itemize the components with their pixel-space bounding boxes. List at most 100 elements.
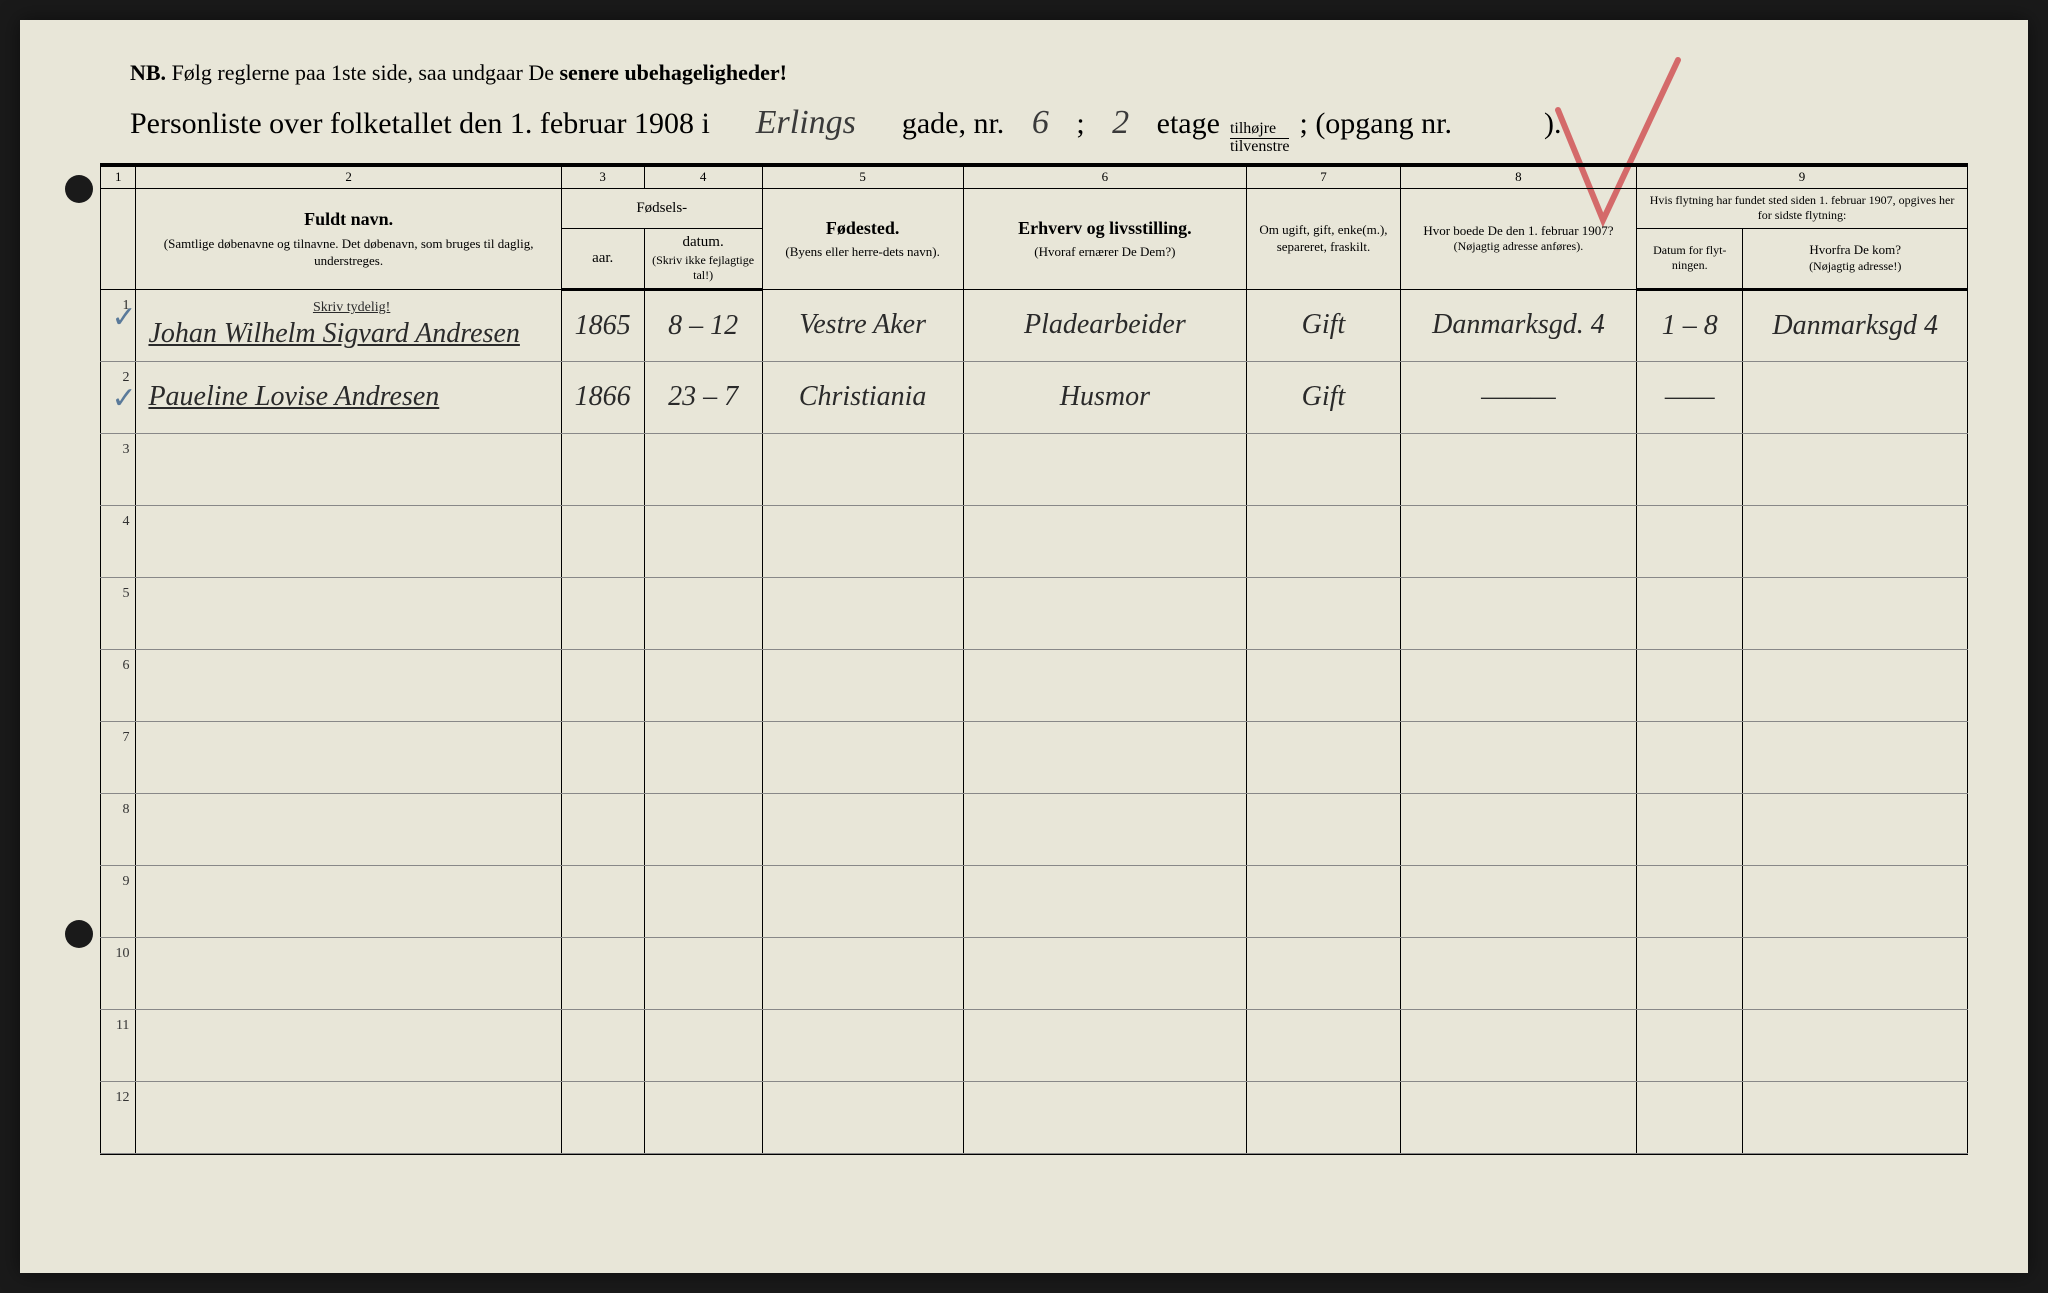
empty-cell — [963, 1009, 1247, 1081]
header-birth-year: aar. — [561, 229, 644, 290]
empty-cell — [561, 793, 644, 865]
colnum-2: 2 — [136, 167, 561, 189]
colnum-3: 3 — [561, 167, 644, 189]
empty-row: 10 — [101, 937, 1968, 1009]
empty-cell — [762, 577, 963, 649]
empty-cell — [1400, 793, 1636, 865]
colnum-9: 9 — [1637, 167, 1968, 189]
empty-cell — [561, 937, 644, 1009]
empty-cell — [762, 1081, 963, 1153]
from-where-cell — [1743, 361, 1968, 433]
empty-cell — [136, 1081, 561, 1153]
header-birthplace: Fødested. (Byens eller herre-dets navn). — [762, 188, 963, 289]
empty-cell — [762, 433, 963, 505]
empty-cell — [1743, 649, 1968, 721]
empty-cell — [1743, 577, 1968, 649]
empty-cell — [1637, 1081, 1743, 1153]
empty-cell — [136, 505, 561, 577]
empty-cell — [644, 1081, 762, 1153]
empty-cell — [1247, 505, 1401, 577]
empty-cell — [762, 937, 963, 1009]
empty-cell — [963, 577, 1247, 649]
empty-cell — [1400, 433, 1636, 505]
empty-cell — [1743, 433, 1968, 505]
birth-year-cell: 1865 — [561, 289, 644, 361]
empty-row: 6 — [101, 649, 1968, 721]
empty-cell — [1743, 505, 1968, 577]
empty-cell — [1637, 577, 1743, 649]
empty-cell — [644, 649, 762, 721]
empty-cell — [561, 1009, 644, 1081]
empty-cell — [1247, 865, 1401, 937]
street-name-value: Erlings — [716, 104, 896, 143]
empty-cell — [1247, 937, 1401, 1009]
empty-cell — [1743, 721, 1968, 793]
colnum-4: 4 — [644, 167, 762, 189]
empty-cell — [644, 937, 762, 1009]
fraction-top: tilhøjre — [1230, 121, 1290, 139]
empty-cell — [136, 865, 561, 937]
empty-cell — [644, 433, 762, 505]
column-number-row: 1 2 3 4 5 6 7 8 9 — [101, 167, 1968, 189]
row-number: 11 — [101, 1009, 136, 1081]
empty-cell — [1743, 1081, 1968, 1153]
empty-cell — [136, 793, 561, 865]
row-number: 12 — [101, 1081, 136, 1153]
header-move-date: Datum for flyt-ningen. — [1637, 229, 1743, 290]
empty-cell — [136, 1009, 561, 1081]
row-number: 3 — [101, 433, 136, 505]
floor-value: 2 — [1091, 104, 1151, 143]
empty-cell — [1637, 793, 1743, 865]
empty-cell — [561, 1081, 644, 1153]
skriv-tydelig-label: Skriv tydelig! — [148, 300, 554, 316]
move-date-cell: 1 – 8 — [1637, 289, 1743, 361]
form-title: Personliste over folketallet den 1. febr… — [100, 104, 1968, 155]
empty-cell — [644, 721, 762, 793]
census-table: 1 2 3 4 5 6 7 8 9 Fuldt navn. (Samtlige … — [100, 166, 1968, 1154]
empty-cell — [762, 793, 963, 865]
header-occupation: Erhverv og livsstilling. (Hvoraf ernærer… — [963, 188, 1247, 289]
empty-row: 12 — [101, 1081, 1968, 1153]
empty-cell — [561, 577, 644, 649]
census-document: NB. Følg reglerne paa 1ste side, saa und… — [20, 20, 2028, 1273]
row-number: 8 — [101, 793, 136, 865]
semicolon: ; — [1076, 107, 1084, 141]
empty-cell — [963, 433, 1247, 505]
nb-notice: NB. Følg reglerne paa 1ste side, saa und… — [100, 60, 1968, 86]
opgang-label: ; (opgang nr. — [1299, 107, 1451, 141]
header-birth-date: datum. (Skriv ikke fejlagtige tal!) — [644, 229, 762, 290]
opgang-value — [1458, 132, 1538, 133]
empty-cell — [1247, 1081, 1401, 1153]
name-cell: ✓Skriv tydelig!Johan Wilhelm Sigvard And… — [136, 289, 561, 361]
empty-cell — [1743, 865, 1968, 937]
check-mark-icon: ✓ — [111, 300, 136, 335]
empty-cell — [1743, 937, 1968, 1009]
header-rownum — [101, 188, 136, 289]
fraction-bottom: tilvenstre — [1230, 139, 1290, 155]
opgang-close: ). — [1544, 107, 1562, 141]
empty-cell — [136, 433, 561, 505]
empty-cell — [1400, 937, 1636, 1009]
colnum-5: 5 — [762, 167, 963, 189]
empty-row: 7 — [101, 721, 1968, 793]
empty-cell — [561, 649, 644, 721]
header-address1907: Hvor boede De den 1. februar 1907? (Nøja… — [1400, 188, 1636, 289]
punch-hole-top — [65, 175, 93, 203]
empty-cell — [963, 865, 1247, 937]
empty-cell — [963, 793, 1247, 865]
name-cell: ✓Paueline Lovise Andresen — [136, 361, 561, 433]
empty-cell — [1247, 577, 1401, 649]
occupation-cell: Husmor — [963, 361, 1247, 433]
birth-year-cell: 1866 — [561, 361, 644, 433]
empty-cell — [963, 937, 1247, 1009]
data-row: 2✓Paueline Lovise Andresen186623 – 7Chri… — [101, 361, 1968, 433]
header-row-1: Fuldt navn. (Samtlige døbenavne og tilna… — [101, 188, 1968, 228]
side-fraction: tilhøjre tilvenstre — [1230, 121, 1290, 155]
row-number: 6 — [101, 649, 136, 721]
empty-cell — [561, 865, 644, 937]
empty-row: 4 — [101, 505, 1968, 577]
nb-prefix: NB. — [130, 60, 166, 85]
header-birth-group: Fødsels- — [561, 188, 762, 228]
empty-cell — [762, 505, 963, 577]
address1907-cell: ——— — [1400, 361, 1636, 433]
